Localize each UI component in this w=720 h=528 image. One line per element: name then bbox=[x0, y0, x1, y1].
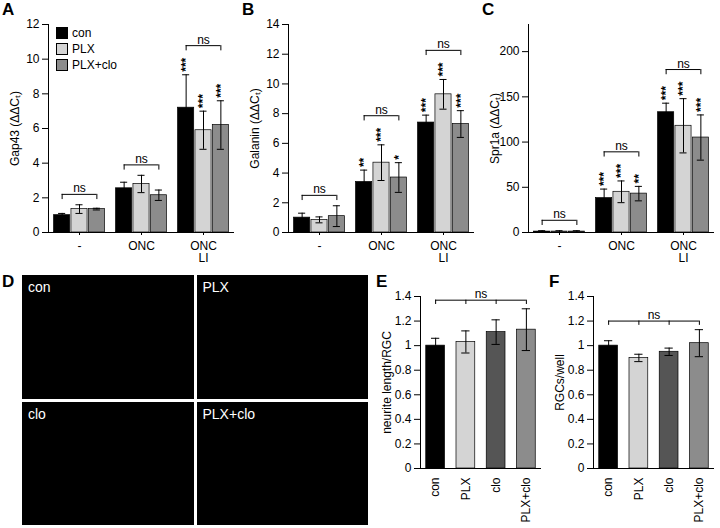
html-text:A: A bbox=[2, 0, 15, 19]
html-text:C: C bbox=[482, 0, 495, 19]
svg-text:ns: ns bbox=[73, 181, 86, 195]
svg-text:ns: ns bbox=[135, 152, 148, 166]
svg-text:1: 1 bbox=[405, 338, 412, 352]
svg-text:***: *** bbox=[214, 83, 228, 97]
svg-text:***: *** bbox=[676, 81, 690, 95]
svg-text:ONC: ONC bbox=[128, 239, 155, 253]
svg-text:Gap43 (ΔΔCₜ): Gap43 (ΔΔCₜ) bbox=[8, 91, 22, 166]
html-text:con: con bbox=[72, 26, 92, 40]
svg-text:0.4: 0.4 bbox=[568, 412, 585, 426]
svg-text:0.8: 0.8 bbox=[395, 363, 412, 377]
svg-text:***: *** bbox=[374, 128, 388, 142]
html-text:D: D bbox=[2, 272, 15, 291]
svg-text:0: 0 bbox=[578, 461, 585, 475]
svg-text:0.2: 0.2 bbox=[568, 437, 585, 451]
html-text:clo: clo bbox=[28, 405, 46, 422]
svg-text:***: *** bbox=[179, 57, 193, 71]
svg-text:ns: ns bbox=[437, 37, 450, 51]
svg-text:150: 150 bbox=[499, 90, 519, 104]
svg-text:ns: ns bbox=[475, 287, 488, 301]
svg-text:1.4: 1.4 bbox=[395, 289, 412, 303]
svg-text:-: - bbox=[558, 239, 562, 253]
svg-text:0: 0 bbox=[273, 225, 280, 239]
html-text:PLX: PLX bbox=[202, 279, 229, 295]
svg-text:0.8: 0.8 bbox=[568, 363, 585, 377]
svg-text:ONCLI: ONCLI bbox=[190, 239, 217, 265]
svg-text:12: 12 bbox=[266, 47, 280, 61]
svg-text:clo: clo bbox=[662, 477, 676, 493]
svg-text:***: *** bbox=[597, 172, 611, 186]
svg-text:0: 0 bbox=[33, 225, 40, 239]
svg-text:1.4: 1.4 bbox=[568, 289, 585, 303]
svg-text:ns: ns bbox=[197, 33, 210, 47]
svg-text:10: 10 bbox=[266, 77, 280, 91]
svg-text:con: con bbox=[601, 478, 615, 497]
svg-text:Galanin (ΔΔCₜ): Galanin (ΔΔCₜ) bbox=[248, 88, 262, 168]
svg-text:0.4: 0.4 bbox=[395, 412, 412, 426]
svg-text:RGCs/well: RGCs/well bbox=[553, 354, 567, 411]
svg-text:0.6: 0.6 bbox=[395, 388, 412, 402]
svg-text:200: 200 bbox=[499, 44, 519, 58]
svg-text:neurite length/RGC: neurite length/RGC bbox=[380, 331, 394, 434]
svg-text:ns: ns bbox=[615, 139, 628, 153]
svg-text:8: 8 bbox=[273, 106, 280, 120]
svg-text:0.6: 0.6 bbox=[568, 388, 585, 402]
svg-text:PLX+clo: PLX+clo bbox=[519, 477, 533, 522]
svg-text:ns: ns bbox=[313, 182, 326, 196]
svg-text:14: 14 bbox=[266, 17, 280, 31]
svg-text:2: 2 bbox=[273, 196, 280, 210]
svg-text:100: 100 bbox=[499, 135, 519, 149]
svg-text:1: 1 bbox=[578, 338, 585, 352]
svg-text:clo: clo bbox=[489, 477, 503, 493]
html-text:B: B bbox=[242, 0, 255, 19]
svg-text:50: 50 bbox=[506, 180, 520, 194]
svg-text:4: 4 bbox=[273, 166, 280, 180]
svg-text:Spr1a (ΔΔCₜ): Spr1a (ΔΔCₜ) bbox=[488, 93, 502, 164]
svg-text:1.2: 1.2 bbox=[395, 314, 412, 328]
svg-text:1.2: 1.2 bbox=[568, 314, 585, 328]
svg-text:**: ** bbox=[357, 157, 371, 167]
svg-text:*: * bbox=[392, 155, 406, 160]
html-text:F: F bbox=[549, 272, 560, 291]
svg-text:2: 2 bbox=[33, 191, 40, 205]
svg-text:**: ** bbox=[632, 174, 646, 184]
svg-text:ns: ns bbox=[553, 207, 566, 221]
svg-text:-: - bbox=[78, 239, 82, 253]
html-text:con: con bbox=[28, 279, 51, 295]
html-text:E: E bbox=[376, 272, 388, 291]
svg-text:0.2: 0.2 bbox=[395, 437, 412, 451]
svg-text:4: 4 bbox=[33, 156, 40, 170]
svg-text:ONC: ONC bbox=[368, 239, 395, 253]
svg-text:***: *** bbox=[659, 86, 673, 100]
svg-text:PLX: PLX bbox=[459, 478, 473, 501]
svg-text:ns: ns bbox=[648, 308, 661, 322]
svg-text:12: 12 bbox=[26, 17, 40, 31]
html-text:PLX: PLX bbox=[72, 42, 95, 56]
svg-text:ns: ns bbox=[677, 57, 690, 71]
svg-text:***: *** bbox=[614, 164, 628, 178]
svg-text:***: *** bbox=[436, 62, 450, 76]
html-text:PLX+clo: PLX+clo bbox=[72, 58, 117, 72]
svg-text:***: *** bbox=[694, 98, 708, 112]
svg-text:con: con bbox=[428, 478, 442, 497]
svg-text:6: 6 bbox=[33, 121, 40, 135]
svg-text:0: 0 bbox=[513, 225, 520, 239]
svg-text:***: *** bbox=[419, 98, 433, 112]
svg-text:***: *** bbox=[454, 93, 468, 107]
svg-text:10: 10 bbox=[26, 52, 40, 66]
svg-text:0: 0 bbox=[405, 461, 412, 475]
svg-text:PLX: PLX bbox=[632, 478, 646, 501]
svg-text:ONCLI: ONCLI bbox=[670, 239, 697, 265]
svg-text:***: *** bbox=[196, 94, 210, 108]
svg-text:6: 6 bbox=[273, 136, 280, 150]
svg-text:PLX+clo: PLX+clo bbox=[692, 477, 706, 522]
html-text:PLX+clo: PLX+clo bbox=[202, 405, 255, 422]
svg-text:ONCLI: ONCLI bbox=[430, 239, 457, 265]
svg-text:-: - bbox=[318, 239, 322, 253]
svg-text:ns: ns bbox=[375, 103, 388, 117]
svg-text:8: 8 bbox=[33, 87, 40, 101]
svg-text:ONC: ONC bbox=[608, 239, 635, 253]
